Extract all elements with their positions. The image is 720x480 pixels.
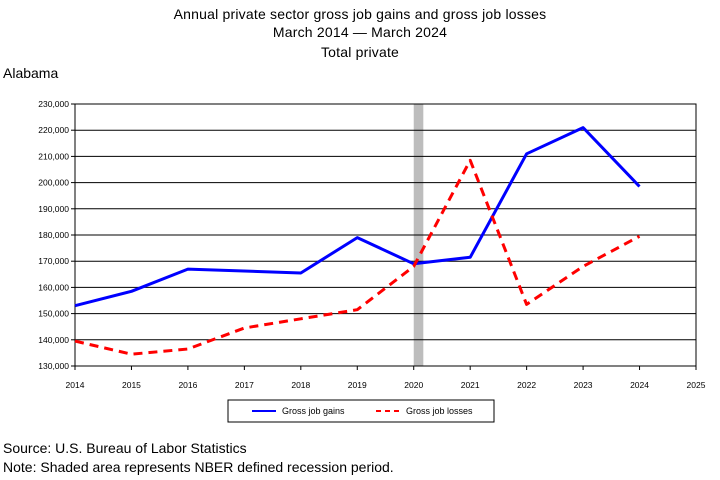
x-tick-label: 2017 xyxy=(235,380,254,390)
x-tick-label: 2019 xyxy=(348,380,367,390)
plot-frame xyxy=(74,103,697,367)
y-tick-label: 160,000 xyxy=(38,282,69,292)
y-tick-label: 200,000 xyxy=(38,178,69,188)
region-label: Alabama xyxy=(3,65,59,81)
x-tick-label: 2020 xyxy=(404,380,423,390)
x-tick-label: 2015 xyxy=(122,380,141,390)
legend-box xyxy=(227,399,495,423)
chart-title: Annual private sector gross job gains an… xyxy=(173,6,547,22)
y-tick-label: 180,000 xyxy=(38,230,69,240)
gross-job-gains-line xyxy=(74,126,641,308)
x-tick-label: 2018 xyxy=(291,380,310,390)
legend-gains-label: Gross job gains xyxy=(282,406,345,416)
source-note: Source: U.S. Bureau of Labor Statistics xyxy=(3,440,247,456)
x-tick-label: 2014 xyxy=(66,380,85,390)
x-tick-label: 2023 xyxy=(574,380,593,390)
x-tick-label: 2016 xyxy=(178,380,197,390)
y-tick-label: 210,000 xyxy=(38,151,69,161)
y-tick-label: 230,000 xyxy=(38,99,69,109)
y-tick-label: 130,000 xyxy=(38,361,69,371)
y-tick-label: 170,000 xyxy=(38,256,69,266)
chart-subtitle: Total private xyxy=(320,44,400,60)
x-tick-label: 2022 xyxy=(517,380,536,390)
legend-losses-label: Gross job losses xyxy=(406,406,473,416)
gross-job-losses-line xyxy=(74,158,641,356)
y-tick-label: 190,000 xyxy=(38,204,69,214)
x-tick-label: 2025 xyxy=(687,380,706,390)
chart-date-range: March 2014 — March 2024 xyxy=(272,24,448,40)
recession-note: Note: Shaded area represents NBER define… xyxy=(3,459,394,475)
y-tick-label: 220,000 xyxy=(38,125,69,135)
y-tick-label: 140,000 xyxy=(38,335,69,345)
x-tick-label: 2021 xyxy=(461,380,480,390)
x-tick-label: 2024 xyxy=(630,380,649,390)
y-tick-label: 150,000 xyxy=(38,309,69,319)
